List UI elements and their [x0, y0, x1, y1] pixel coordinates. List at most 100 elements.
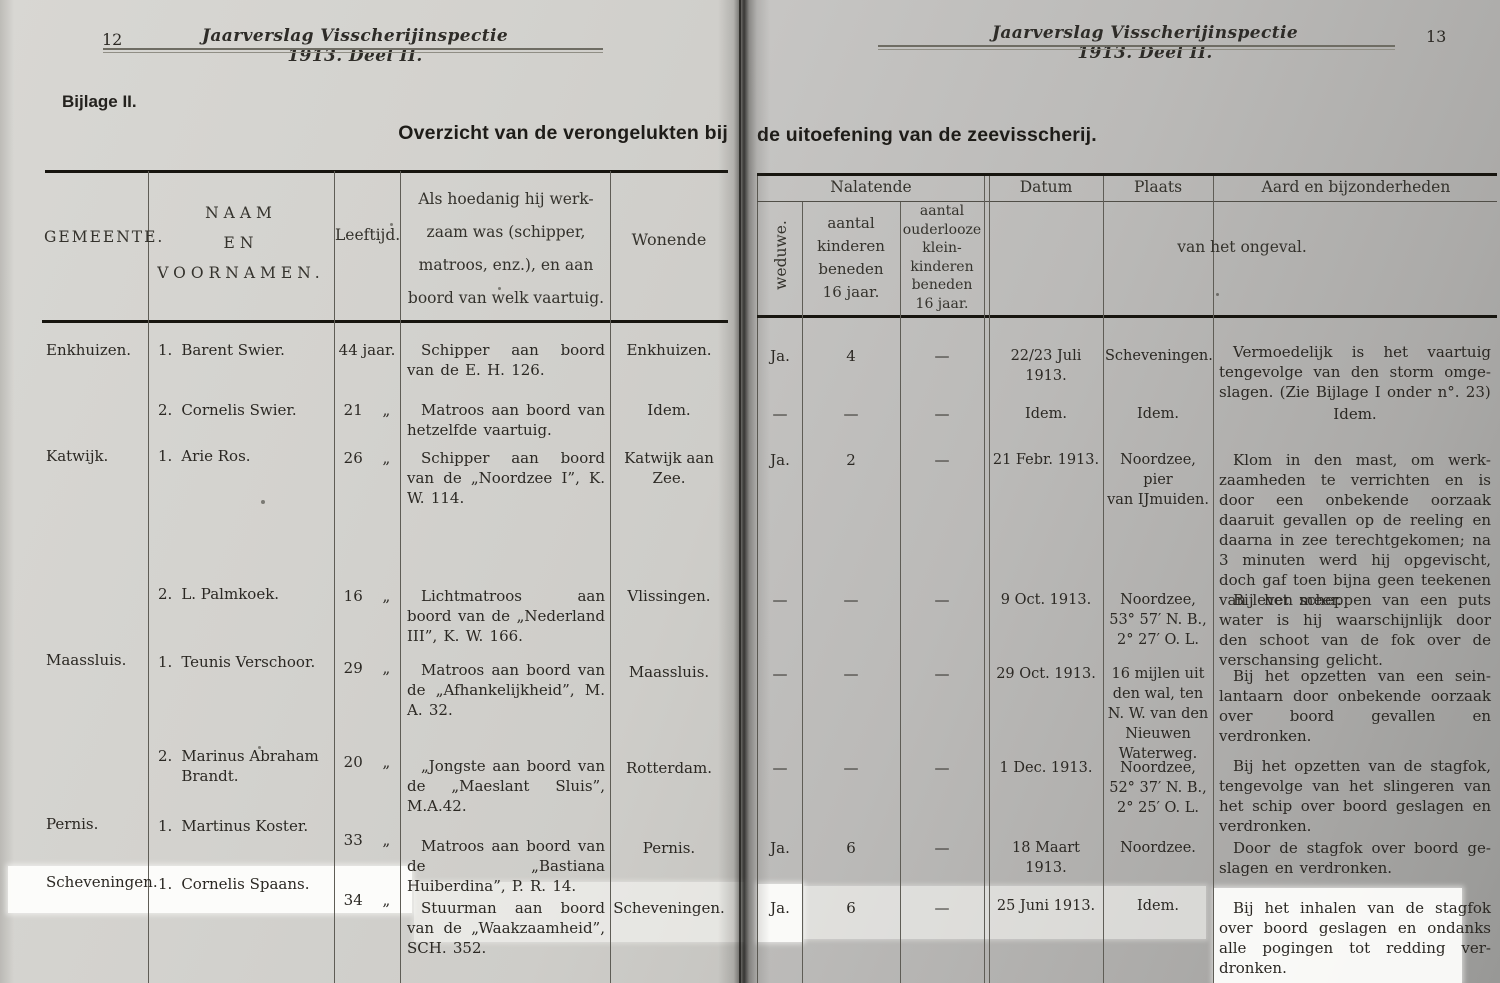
person-name: L. Palmkoek.	[181, 585, 280, 603]
table-top-rule-right	[757, 173, 1497, 176]
column-divider	[610, 171, 611, 983]
cell-naam: 2. Cornelis Swier.	[158, 400, 328, 420]
running-title-rule-left	[103, 48, 603, 53]
cell-kleinkinderen: —	[934, 591, 950, 609]
table-title-left-fragment: Overzicht van de verongelukten bij	[398, 122, 728, 144]
paper-speck	[261, 500, 265, 504]
person-name: Cornelis Spaans.	[181, 875, 310, 893]
column-divider	[802, 202, 803, 983]
cell-leeftijd: 33 „	[343, 831, 391, 849]
cell-kleinkinderen: —	[934, 665, 950, 683]
cell-weduwe: Ja.	[770, 451, 790, 469]
cell-aard: Door de stagfok over boord ge­slagen en …	[1219, 839, 1491, 877]
cell-naam: 2. Marinus Abraham Brandt.	[158, 746, 328, 786]
column-divider	[148, 171, 149, 983]
cell-plaats: Noordzee, pier van IJmuiden.	[1107, 452, 1209, 508]
cell-aard: Vermoedelijk is het vaartuig tengevolge …	[1219, 343, 1491, 401]
person-name: Arie Ros.	[181, 447, 251, 465]
person-name: Marinus Abraham Brandt.	[181, 747, 319, 785]
cell-kleinkinderen: —	[934, 347, 950, 365]
header-weduwe: weduwe.	[772, 220, 790, 290]
cell-gemeente: Enkhuizen.	[46, 341, 132, 359]
cell-gemeente: Scheveningen.	[46, 873, 158, 891]
cell-aard: Bij het scheppen van een puts water is h…	[1219, 591, 1491, 669]
cell-kleinkinderen: —	[934, 451, 950, 469]
cell-datum: Idem.	[1025, 406, 1067, 422]
header-nalatende: Nalatende	[830, 178, 912, 196]
cell-functie: Schipper aan boord van de „Noordzee I”, …	[407, 449, 605, 507]
column-divider	[400, 171, 401, 983]
column-divider	[1103, 176, 1104, 983]
row-number: 1.	[158, 817, 173, 835]
search-highlight	[804, 886, 1206, 939]
cell-leeftijd: 26 „	[343, 449, 391, 467]
header-gemeente: GEMEENTE.	[44, 228, 165, 246]
cell-naam: 1. Teunis Verschoor.	[158, 652, 328, 672]
header-leeftijd: Leeftijd.	[335, 226, 401, 244]
paper-speck	[390, 223, 393, 226]
person-name: Barent Swier.	[181, 341, 285, 359]
cell-plaats: Idem.	[1137, 406, 1179, 422]
column-divider	[334, 171, 335, 983]
cell-leeftijd: 34 „	[343, 891, 391, 909]
cell-kleinkinderen: —	[934, 759, 950, 777]
cell-aard: Bij het opzetten van een sein­lantaarn d…	[1219, 667, 1491, 745]
running-title-right: Jaarverslag Visscherijinspectie 1913. De…	[991, 23, 1299, 63]
cell-functie: Matroos aan boord van de „Bastiana Huibe…	[407, 837, 605, 895]
cell-wonende: Idem.	[647, 401, 691, 419]
running-title-left: Jaarverslag Visscherijinspectie 1913. De…	[201, 26, 509, 66]
cell-naam: 2. L. Palmkoek.	[158, 584, 328, 604]
column-divider	[757, 176, 758, 983]
cell-kinderen: —	[843, 665, 859, 683]
cell-wonende: Rotterdam.	[626, 759, 712, 777]
cell-weduwe: Ja.	[770, 347, 790, 365]
row-number: 1.	[158, 875, 173, 893]
cell-functie: Matroos aan boord van de „Afhankelijkhei…	[407, 661, 605, 719]
cell-leeftijd: 44 jaar.	[338, 341, 396, 359]
search-highlight	[414, 882, 744, 942]
header-bottom-rule-left	[42, 320, 728, 323]
cell-weduwe: —	[772, 665, 788, 683]
cell-datum: 25 Juni 1913.	[996, 898, 1096, 914]
cell-naam: 1. Barent Swier.	[158, 340, 328, 360]
cell-leeftijd: 29 „	[343, 659, 391, 677]
paper-speck	[1216, 293, 1219, 296]
person-name: Cornelis Swier.	[181, 401, 297, 419]
cell-datum: 21 Febr. 1913.	[992, 452, 1100, 468]
paper-speck	[258, 746, 261, 749]
cell-gemeente: Pernis.	[46, 815, 99, 833]
cell-plaats: Noordzee, 53° 57′ N. B., 2° 27′ O. L.	[1109, 592, 1207, 648]
page-number-left: 12	[102, 30, 123, 49]
cell-plaats: Idem.	[1137, 898, 1179, 914]
cell-weduwe: Ja.	[770, 839, 790, 857]
person-name: Teunis Verschoor.	[181, 653, 316, 671]
cell-kinderen: 6	[846, 899, 856, 917]
row-number: 1.	[158, 447, 173, 465]
row-number: 1.	[158, 341, 173, 359]
cell-aard: Bij het inhalen van de stagfok over boor…	[1219, 899, 1491, 977]
search-highlight	[1214, 888, 1462, 983]
person-name: Martinus Koster.	[181, 817, 309, 835]
cell-weduwe: Ja.	[770, 899, 790, 917]
header-functie: Als hoedanig hij werk- zaam was (schippe…	[407, 190, 605, 307]
cell-wonende: Pernis.	[642, 839, 696, 857]
cell-leeftijd: 20 „	[343, 753, 391, 771]
cell-functie: „Jongste aan boord van de „Maeslant Slui…	[407, 757, 605, 815]
row-number: 2.	[158, 747, 173, 765]
page-number-right: 13	[1426, 27, 1447, 46]
header-kleinkinderen: aantal ouderlooze klein- kinderen benede…	[902, 203, 982, 312]
cell-datum: 9 Oct. 1913.	[1000, 592, 1092, 608]
table-top-rule-left	[45, 170, 728, 173]
cell-gemeente: Maassluis.	[46, 651, 127, 669]
page-right	[744, 0, 1500, 983]
running-title-rule-right	[878, 45, 1395, 50]
cell-plaats: 16 mijlen uit den wal, ten N. W. van den…	[1107, 666, 1209, 762]
cell-weduwe: —	[772, 405, 788, 423]
cell-gemeente: Katwijk.	[46, 447, 109, 465]
cell-plaats: Scheveningen.	[1105, 348, 1213, 364]
header-datum: Datum	[1019, 178, 1073, 196]
cell-kinderen: —	[843, 759, 859, 777]
cell-kinderen: —	[843, 591, 859, 609]
column-divider-double	[989, 176, 990, 983]
